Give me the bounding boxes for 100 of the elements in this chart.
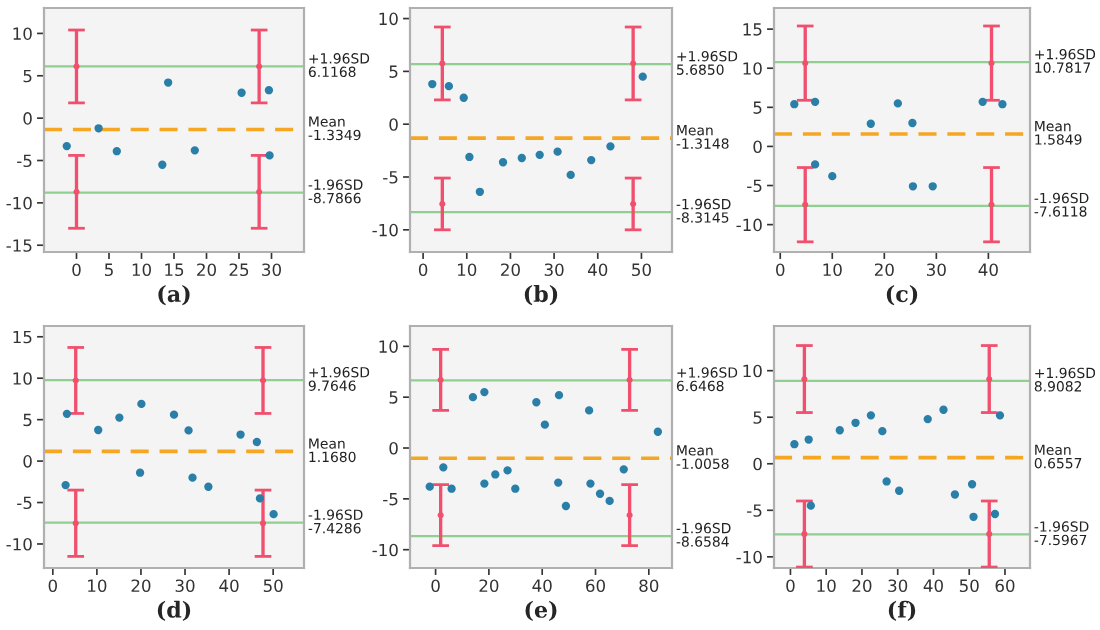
point: [535, 150, 544, 159]
x-tick-label: 20: [131, 579, 151, 593]
point: [480, 479, 489, 488]
x-tick-label: 20: [197, 263, 216, 277]
point: [939, 405, 948, 414]
x-tick-label: 0: [431, 579, 440, 593]
point: [94, 124, 103, 133]
x-tick-label: 0: [786, 579, 795, 593]
point: [595, 489, 605, 498]
x-tick-label: 0: [72, 263, 81, 277]
point: [204, 482, 213, 491]
point: [810, 97, 820, 107]
y-tick-label: -5: [383, 171, 398, 184]
point: [995, 411, 1005, 420]
point: [169, 410, 179, 419]
y-tick-label: 0: [753, 140, 762, 153]
point: [866, 411, 876, 420]
y-tick-label: 0: [389, 441, 398, 455]
y-tick-label: 10: [379, 340, 398, 353]
x-tick-label: 50: [263, 579, 283, 593]
point: [444, 82, 454, 91]
point: [878, 427, 887, 436]
point: [465, 152, 474, 162]
x-tick-label: 30: [262, 263, 281, 277]
x-tick-label: 0: [776, 263, 785, 277]
point: [554, 390, 564, 400]
point: [810, 160, 820, 169]
point: [475, 187, 485, 196]
point: [893, 99, 902, 108]
point: [468, 393, 478, 402]
y-tick-label: 0: [389, 118, 398, 131]
text: (a): [158, 284, 190, 306]
point: [969, 512, 978, 521]
x-tick-label: 10: [817, 579, 836, 593]
y-tick-label: 5: [23, 413, 32, 427]
point: [554, 478, 563, 487]
x-tick-label: 40: [532, 579, 552, 593]
y-tick-label: -5: [383, 493, 398, 506]
y-tick-label: -5: [17, 154, 32, 168]
x-tick-label: 20: [874, 263, 894, 277]
point: [553, 147, 562, 156]
y-tick-label: 15: [13, 330, 32, 344]
point: [491, 470, 500, 479]
point: [517, 153, 526, 163]
y-tick-label: 5: [389, 65, 398, 78]
point: [425, 482, 434, 491]
x-tick-label: 5: [104, 263, 113, 277]
y-tick-label: -10: [736, 218, 762, 232]
point: [459, 93, 468, 102]
point: [908, 182, 918, 191]
y-tick-label: -5: [17, 496, 32, 510]
point: [882, 477, 891, 486]
x-tick-label: 20: [501, 263, 520, 277]
y-tick-label: 5: [753, 411, 762, 424]
point: [790, 440, 799, 449]
y-tick-label: 0: [753, 457, 762, 471]
point: [264, 86, 274, 95]
point: [619, 465, 628, 474]
point: [586, 479, 595, 488]
x-tick-label: 80: [639, 579, 659, 593]
point: [851, 418, 860, 427]
point: [566, 170, 575, 180]
point: [62, 141, 71, 151]
y-tick-label: -5: [747, 179, 762, 193]
y-tick-label: 10: [13, 372, 32, 385]
point: [950, 490, 960, 499]
point: [237, 88, 246, 97]
y-tick-label: -5: [747, 504, 762, 517]
x-tick-label: 30: [544, 263, 564, 277]
point: [967, 480, 977, 489]
point: [115, 413, 124, 422]
y-tick-label: 0: [23, 455, 32, 468]
point: [158, 160, 167, 169]
point: [480, 387, 489, 397]
point: [828, 171, 837, 181]
point: [653, 427, 663, 436]
x-tick-label: 60: [586, 579, 605, 593]
text: (f): [888, 600, 916, 622]
point: [908, 118, 917, 128]
point: [190, 146, 199, 155]
x-tick-label: 30: [888, 579, 908, 593]
x-tick-label: 10: [823, 263, 842, 277]
point: [265, 151, 274, 160]
point: [184, 426, 193, 435]
y-tick-label: 10: [743, 364, 762, 378]
x-tick-label: 40: [923, 579, 943, 593]
x-tick-label: 15: [165, 263, 184, 277]
point: [835, 426, 844, 435]
text: (e): [525, 600, 557, 622]
x-tick-label: 10: [88, 579, 107, 593]
point: [236, 430, 245, 439]
point: [511, 484, 520, 493]
point: [163, 78, 173, 87]
x-tick-label: 10: [132, 263, 151, 277]
y-tick-label: 5: [389, 391, 398, 404]
point: [923, 414, 932, 424]
point: [928, 182, 937, 191]
point: [605, 496, 614, 506]
x-tick-label: 50: [632, 263, 651, 277]
y-tick-label: 0: [23, 112, 32, 125]
